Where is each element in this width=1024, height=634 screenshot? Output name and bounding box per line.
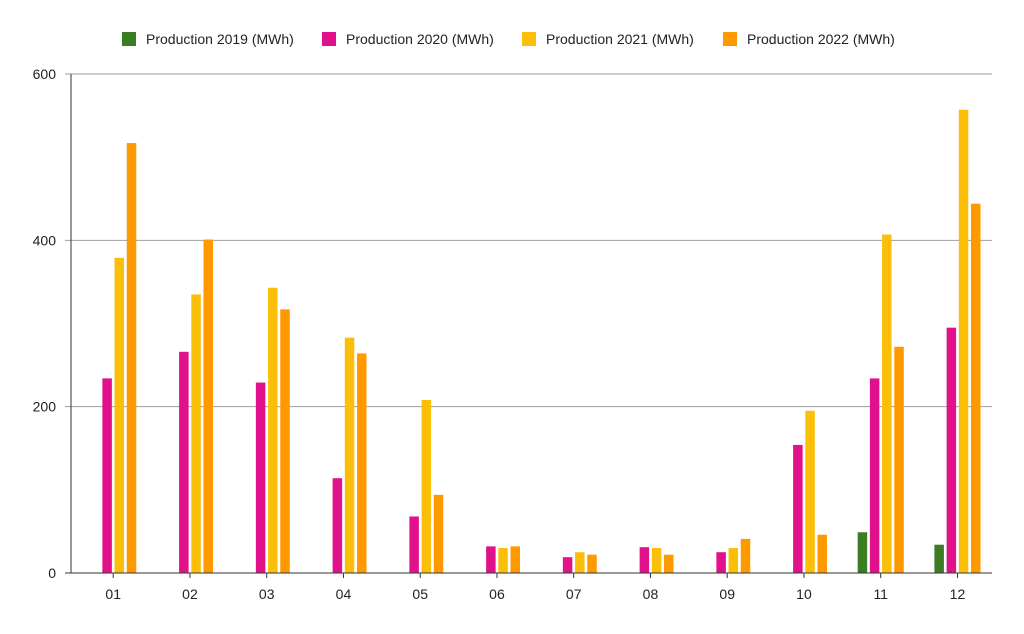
bar — [409, 516, 419, 573]
bar — [946, 327, 957, 573]
bar — [255, 382, 266, 573]
legend-label: Production 2019 (MWh) — [146, 31, 294, 47]
x-tick-label: 09 — [719, 586, 735, 602]
y-tick-label: 600 — [33, 66, 57, 82]
bar — [958, 109, 969, 574]
legend-label: Production 2021 (MWh) — [546, 31, 694, 47]
y-tick-labels: 0 200 400 600 — [33, 66, 57, 581]
bar — [203, 239, 214, 574]
bars — [102, 109, 981, 574]
x-tick-label: 12 — [950, 586, 966, 602]
bar — [857, 532, 868, 573]
x-tick-label: 06 — [489, 586, 505, 602]
bar — [191, 294, 201, 573]
legend-label: Production 2020 (MWh) — [346, 31, 494, 47]
bar — [433, 494, 444, 573]
axes — [65, 74, 992, 578]
x-tick-label: 04 — [336, 586, 352, 602]
x-tick-label: 07 — [566, 586, 582, 602]
x-tick-label: 08 — [643, 586, 659, 602]
bar — [268, 287, 278, 573]
x-tick-label: 03 — [259, 586, 275, 602]
bar — [664, 554, 674, 573]
x-tick-label: 10 — [796, 586, 812, 602]
bar — [357, 353, 367, 573]
x-tick-label: 11 — [873, 586, 888, 602]
bar — [728, 548, 739, 573]
bar — [651, 548, 662, 573]
bar — [562, 557, 573, 573]
grid-lines — [65, 73, 992, 408]
legend-swatch — [322, 32, 336, 46]
legend: Production 2019 (MWh) Production 2020 (MW… — [122, 31, 895, 47]
legend-label: Production 2022 (MWh) — [747, 31, 895, 47]
bar — [486, 546, 496, 573]
bar — [817, 534, 828, 573]
x-tick-label: 01 — [105, 586, 121, 602]
bar — [639, 547, 650, 573]
bar — [179, 351, 189, 573]
bar — [971, 203, 981, 574]
bar — [882, 234, 892, 574]
y-tick-label: 0 — [48, 565, 56, 581]
y-tick-label: 400 — [33, 232, 57, 248]
bar — [102, 378, 112, 573]
bar — [575, 552, 585, 573]
bar — [793, 444, 803, 573]
x-tick-label: 05 — [412, 586, 428, 602]
bar — [280, 309, 290, 573]
bar — [934, 544, 944, 573]
bar — [114, 257, 125, 573]
legend-swatch — [122, 32, 136, 46]
bar — [126, 143, 137, 574]
bar — [344, 337, 355, 573]
bar — [869, 378, 880, 573]
legend-swatch — [723, 32, 737, 46]
bar — [716, 552, 726, 573]
bar — [421, 400, 432, 573]
bar — [894, 346, 904, 573]
x-tick-labels: 01 02 03 04 05 06 07 08 09 10 11 12 — [105, 586, 965, 602]
y-tick-label: 200 — [33, 399, 57, 415]
bar — [510, 546, 521, 573]
bar — [498, 548, 508, 573]
legend-swatch — [522, 32, 536, 46]
bar — [332, 478, 343, 573]
x-tick-label: 02 — [182, 586, 198, 602]
bar — [740, 538, 751, 573]
bar — [587, 554, 597, 573]
bar — [805, 410, 815, 573]
